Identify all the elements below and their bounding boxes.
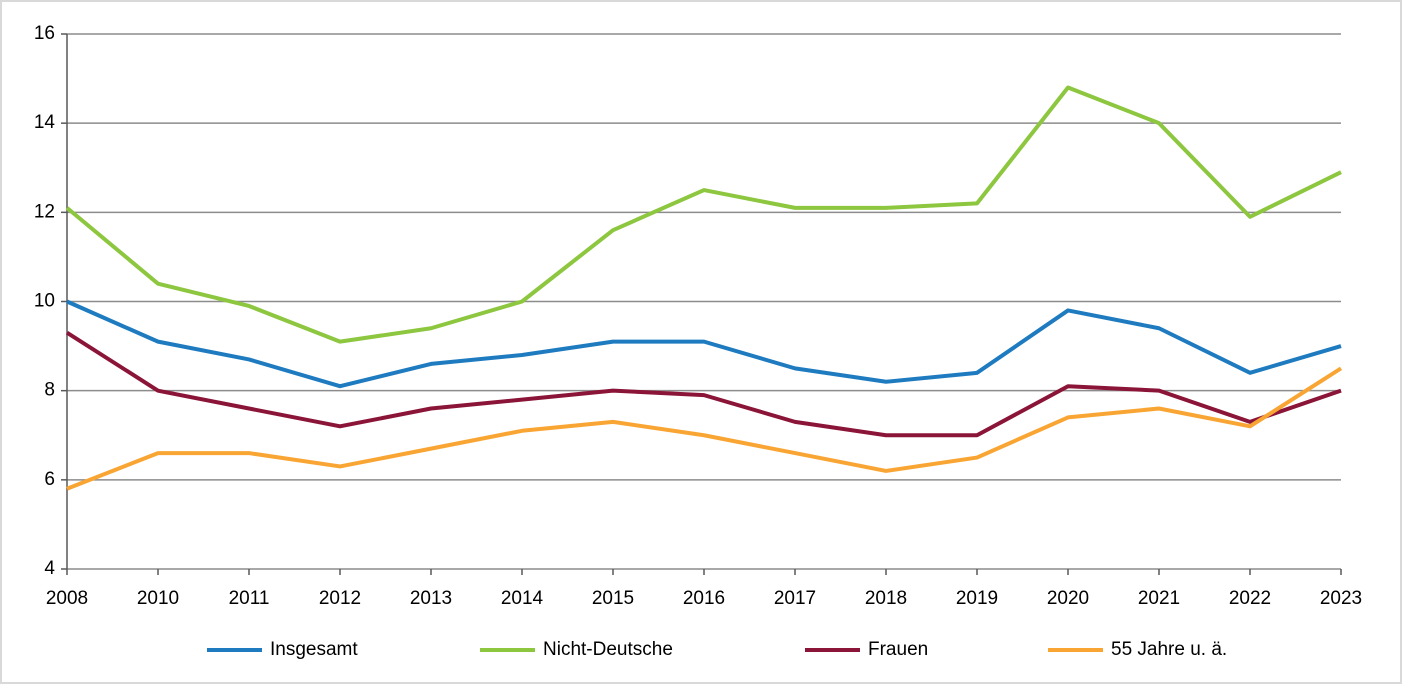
- x-tick-label: 2020: [1047, 588, 1089, 609]
- x-tick-label: 2011: [229, 588, 270, 609]
- y-tick-label: 4: [44, 558, 55, 579]
- x-tick-label: 2017: [774, 588, 816, 609]
- x-tick-label: 2019: [956, 588, 998, 609]
- legend-label: 55 Jahre u. ä.: [1111, 639, 1227, 660]
- x-tick-label: 2010: [137, 588, 179, 609]
- y-tick-label: 14: [34, 112, 56, 133]
- legend-label: Frauen: [868, 639, 928, 660]
- x-tick-label: 2022: [1229, 588, 1271, 609]
- x-tick-label: 2018: [865, 588, 907, 609]
- x-tick-label: 2023: [1320, 588, 1362, 609]
- x-tick-label: 2014: [501, 588, 544, 609]
- x-tick-label: 2008: [46, 588, 88, 609]
- series-line: [65, 331, 1342, 438]
- x-tick-label: 2013: [410, 588, 452, 609]
- y-tick-label: 16: [34, 23, 55, 44]
- y-tick-label: 8: [44, 380, 55, 401]
- series-line: [65, 85, 1342, 344]
- series-line: [66, 366, 1343, 491]
- x-tick-label: 2021: [1138, 588, 1180, 609]
- x-tick-label: 2012: [319, 588, 361, 609]
- y-tick-label: 6: [44, 469, 55, 490]
- legend-label: Insgesamt: [270, 639, 358, 660]
- x-tick-label: 2015: [592, 588, 634, 609]
- y-tick-label: 10: [34, 291, 55, 312]
- x-tick-label: 2016: [683, 588, 725, 609]
- series-line: [66, 299, 1342, 389]
- y-tick-label: 12: [34, 201, 55, 222]
- legend-label: Nicht-Deutsche: [543, 639, 673, 660]
